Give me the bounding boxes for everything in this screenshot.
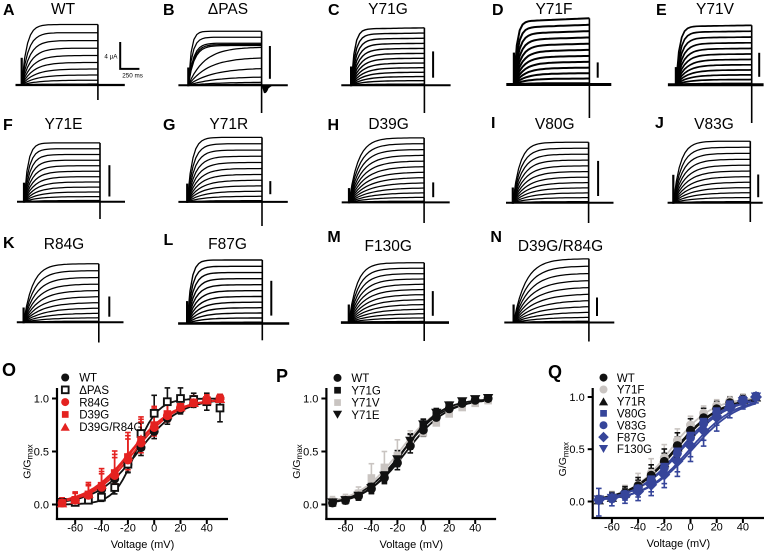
svg-text:Y71E: Y71E [45, 116, 83, 133]
svg-text:F130G: F130G [617, 444, 652, 456]
svg-text:K: K [3, 235, 15, 252]
svg-text:Y71R: Y71R [617, 397, 646, 409]
svg-text:1.0: 1.0 [34, 394, 49, 406]
svg-text:0.5: 0.5 [569, 444, 584, 456]
svg-text:G/Gmax: G/Gmax [291, 444, 304, 478]
svg-text:R84G: R84G [44, 236, 85, 253]
svg-text:D39G: D39G [368, 116, 409, 133]
svg-text:Y71E: Y71E [351, 410, 379, 422]
svg-text:40: 40 [737, 522, 749, 534]
svg-text:WT: WT [351, 373, 369, 385]
svg-text:4 µA: 4 µA [104, 54, 118, 61]
svg-text:Voltage (mV): Voltage (mV) [111, 539, 175, 551]
svg-text:M: M [327, 229, 340, 246]
svg-text:Y71G: Y71G [351, 385, 380, 397]
svg-text:-60: -60 [67, 523, 83, 535]
svg-text:Y71V: Y71V [696, 1, 735, 18]
svg-text:ΔPAS: ΔPAS [208, 1, 248, 18]
svg-text:WT: WT [51, 1, 76, 18]
svg-text:F87G: F87G [617, 432, 646, 444]
svg-text:D39G/R84G: D39G/R84G [79, 422, 142, 434]
svg-text:WT: WT [79, 373, 97, 385]
svg-text:40: 40 [469, 523, 481, 535]
svg-text:1.0: 1.0 [303, 394, 318, 406]
svg-text:E: E [656, 2, 667, 19]
svg-text:Y71F: Y71F [617, 385, 645, 397]
svg-text:V83G: V83G [694, 116, 734, 133]
svg-text:-40: -40 [630, 522, 646, 534]
svg-text:0.0: 0.0 [34, 500, 49, 512]
svg-text:F130G: F130G [365, 238, 412, 255]
svg-text:1.0: 1.0 [569, 392, 584, 404]
svg-text:J: J [655, 115, 664, 132]
svg-text:F: F [3, 117, 13, 134]
svg-text:-40: -40 [363, 523, 379, 535]
svg-text:20: 20 [174, 523, 186, 535]
svg-text:ΔPAS: ΔPAS [79, 385, 109, 397]
svg-text:O: O [2, 360, 16, 380]
svg-text:-40: -40 [94, 523, 110, 535]
svg-text:P: P [276, 366, 288, 386]
svg-text:G/Gmax: G/Gmax [557, 442, 570, 476]
svg-text:0: 0 [151, 523, 157, 535]
svg-text:V80G: V80G [535, 116, 575, 133]
svg-text:0: 0 [687, 522, 693, 534]
svg-text:250 ms: 250 ms [122, 73, 143, 80]
svg-text:-20: -20 [120, 523, 136, 535]
svg-text:L: L [164, 232, 174, 249]
svg-text:-60: -60 [338, 523, 354, 535]
svg-text:0.0: 0.0 [569, 497, 584, 509]
svg-text:Y71R: Y71R [209, 116, 248, 133]
svg-text:0.5: 0.5 [34, 447, 49, 459]
svg-text:40: 40 [201, 523, 213, 535]
svg-text:R84G: R84G [79, 397, 109, 409]
svg-text:D39G/R84G: D39G/R84G [518, 238, 603, 255]
svg-text:V80G: V80G [617, 409, 646, 421]
svg-text:D: D [492, 2, 504, 19]
svg-text:B: B [163, 2, 175, 19]
svg-text:G/Gmax: G/Gmax [22, 444, 35, 478]
svg-text:F87G: F87G [208, 236, 247, 253]
svg-text:Y71V: Y71V [351, 398, 379, 410]
svg-text:Y71G: Y71G [368, 1, 408, 18]
svg-text:A: A [3, 2, 15, 19]
svg-text:C: C [328, 2, 340, 19]
svg-text:WT: WT [617, 373, 635, 385]
svg-text:0.0: 0.0 [303, 500, 318, 512]
svg-text:N: N [490, 229, 502, 246]
svg-text:-20: -20 [389, 523, 405, 535]
svg-text:Y71F: Y71F [535, 1, 572, 18]
svg-text:V83G: V83G [617, 420, 646, 432]
svg-text:Voltage (mV): Voltage (mV) [380, 539, 444, 551]
svg-text:-60: -60 [604, 522, 620, 534]
svg-text:H: H [328, 117, 340, 134]
svg-text:D39G: D39G [79, 410, 109, 422]
svg-text:20: 20 [443, 523, 455, 535]
svg-text:0: 0 [420, 523, 426, 535]
svg-text:I: I [491, 115, 495, 132]
svg-text:-20: -20 [656, 522, 672, 534]
svg-text:Voltage (mV): Voltage (mV) [647, 538, 711, 550]
svg-text:Q: Q [548, 362, 562, 382]
svg-text:20: 20 [711, 522, 723, 534]
svg-text:G: G [163, 117, 175, 134]
svg-text:0.5: 0.5 [303, 447, 318, 459]
